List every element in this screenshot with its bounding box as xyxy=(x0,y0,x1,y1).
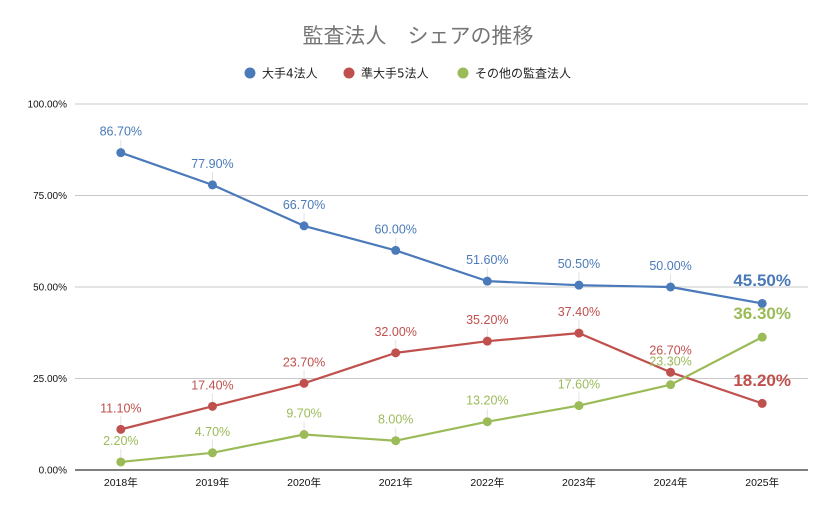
x-tick-label: 2024年 xyxy=(654,476,688,489)
data-point xyxy=(207,401,217,411)
y-tick-label: 0.00% xyxy=(39,466,67,477)
y-tick-label: 50.00% xyxy=(33,283,67,294)
x-tick-label: 2020年 xyxy=(287,476,321,489)
data-label: 36.30% xyxy=(733,304,791,323)
data-point xyxy=(574,328,584,338)
legend: 大手4法人 準大手5法人 その他の監査法人 xyxy=(244,66,571,81)
data-label: 23.70% xyxy=(283,355,325,369)
data-label: 17.40% xyxy=(191,378,233,392)
data-point xyxy=(757,332,767,342)
data-label: 26.70% xyxy=(649,343,691,357)
x-tick-label: 2019年 xyxy=(196,476,230,489)
series-line xyxy=(120,332,763,431)
series-line xyxy=(120,151,763,305)
legend-marker-icon xyxy=(457,67,469,79)
data-label: 50.50% xyxy=(558,257,600,271)
legend-item: 大手4法人 xyxy=(244,67,318,81)
data-label: 37.40% xyxy=(558,305,600,319)
y-tick-label: 75.00% xyxy=(33,191,67,202)
gridlines xyxy=(75,103,808,379)
data-label: 17.60% xyxy=(558,378,600,392)
legend-label: 大手4法人 xyxy=(262,67,318,81)
data-point xyxy=(116,148,126,158)
data-point xyxy=(391,245,401,255)
chart-title: 監査法人 シェアの推移 xyxy=(303,24,534,48)
x-tick-label: 2021年 xyxy=(379,476,413,489)
series-3 xyxy=(116,332,767,467)
data-labels: 86.70% 77.90% 66.70% 60.00% 51.60% 50.50% 50.0… xyxy=(100,125,791,448)
x-tick-label: 2023年 xyxy=(562,476,596,489)
legend-item: その他の監査法人 xyxy=(457,66,571,81)
data-point xyxy=(299,429,309,439)
data-label: 77.90% xyxy=(191,157,233,171)
x-tick-label: 2018年 xyxy=(104,476,138,489)
y-tick-label: 100.00% xyxy=(28,100,68,111)
y-tick-label: 25.00% xyxy=(33,374,67,385)
data-point xyxy=(391,348,401,358)
data-point xyxy=(299,378,309,388)
data-point xyxy=(482,276,492,286)
data-label: 45.50% xyxy=(733,271,791,290)
data-point xyxy=(299,221,309,231)
data-label: 18.20% xyxy=(733,371,791,390)
legend-marker-icon xyxy=(343,67,355,79)
data-point xyxy=(757,398,767,408)
legend-marker-icon xyxy=(244,67,256,79)
data-label: 2.20% xyxy=(103,434,138,448)
data-label: 51.60% xyxy=(466,253,508,267)
x-tick-label: 2022年 xyxy=(470,476,504,489)
data-label: 35.20% xyxy=(466,313,508,327)
data-label: 32.00% xyxy=(374,325,416,339)
data-point xyxy=(666,282,676,292)
x-axis: 2018年 2019年 2020年 2021年 2022年 2023年 2024年 2025年 xyxy=(75,469,808,489)
series-line xyxy=(120,336,763,464)
data-point xyxy=(391,436,401,446)
data-label: 11.10% xyxy=(100,401,141,415)
legend-item: 準大手5法人 xyxy=(343,66,429,81)
data-label: 8.00% xyxy=(378,413,413,427)
series-2 xyxy=(116,328,767,434)
data-point xyxy=(116,457,126,467)
data-point xyxy=(574,280,584,290)
data-label: 86.70% xyxy=(100,125,142,139)
legend-label: その他の監査法人 xyxy=(475,66,571,81)
data-point xyxy=(116,424,126,434)
y-axis: 0.00% 25.00% 50.00% 75.00% 100.00% xyxy=(28,100,68,477)
data-point xyxy=(482,336,492,346)
data-point xyxy=(207,448,217,458)
data-label: 9.70% xyxy=(286,406,321,420)
data-label: 66.70% xyxy=(283,198,325,212)
series-1 xyxy=(116,148,767,308)
data-point xyxy=(207,180,217,190)
data-label: 23.30% xyxy=(649,355,691,369)
data-label: 13.20% xyxy=(466,394,508,408)
data-label: 4.70% xyxy=(195,425,230,439)
data-point xyxy=(666,380,676,390)
series-group xyxy=(116,148,767,467)
data-label: 60.00% xyxy=(374,222,416,236)
label-leaders xyxy=(120,139,672,458)
data-point xyxy=(757,298,767,308)
data-point xyxy=(482,417,492,427)
x-tick-label: 2025年 xyxy=(745,476,779,489)
data-point xyxy=(666,367,676,377)
data-point xyxy=(574,401,584,411)
legend-label: 準大手5法人 xyxy=(361,66,429,81)
data-label: 50.00% xyxy=(649,259,691,273)
